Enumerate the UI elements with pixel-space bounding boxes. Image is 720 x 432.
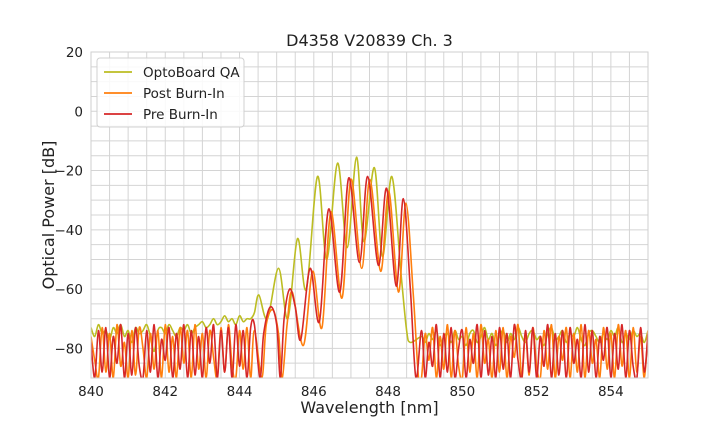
x-tick-label: 852 bbox=[524, 384, 550, 400]
legend-box bbox=[96, 57, 245, 128]
series-line-post-burn-in bbox=[91, 178, 648, 378]
legend-label: OptoBoard QA bbox=[143, 65, 240, 81]
x-tick-label: 842 bbox=[152, 384, 178, 400]
y-tick-label: −40 bbox=[55, 223, 84, 239]
x-axis-label: Wavelength [nm] bbox=[300, 398, 438, 417]
y-tick-label: −80 bbox=[55, 341, 84, 357]
y-tick-label: −20 bbox=[55, 164, 84, 180]
plot-frame bbox=[90, 51, 649, 379]
series-lines bbox=[91, 156, 648, 378]
y-tick-label: −60 bbox=[55, 282, 84, 298]
x-tick-label: 854 bbox=[598, 384, 624, 400]
x-tick-label: 844 bbox=[227, 384, 253, 400]
legend: OptoBoard QA Post Burn-In Pre Burn-In bbox=[96, 57, 245, 128]
y-tick-label: 20 bbox=[66, 45, 83, 61]
chart-title: D4358 V20839 Ch. 3 bbox=[286, 31, 453, 50]
y-axis-label: Optical Power [dB] bbox=[39, 141, 58, 290]
tick-labels: 840 842 844 846 848 850 852 854 20 0 −20 −40 −60 −80 bbox=[55, 45, 624, 400]
x-tick-label: 846 bbox=[301, 384, 327, 400]
x-tick-label: 840 bbox=[78, 384, 104, 400]
x-tick-label: 850 bbox=[449, 384, 475, 400]
legend-label: Pre Burn-In bbox=[143, 107, 218, 123]
y-tick-label: 0 bbox=[74, 104, 83, 120]
legend-label: Post Burn-In bbox=[143, 86, 225, 102]
x-tick-label: 848 bbox=[375, 384, 401, 400]
series-line-pre-burn-in bbox=[91, 175, 648, 378]
